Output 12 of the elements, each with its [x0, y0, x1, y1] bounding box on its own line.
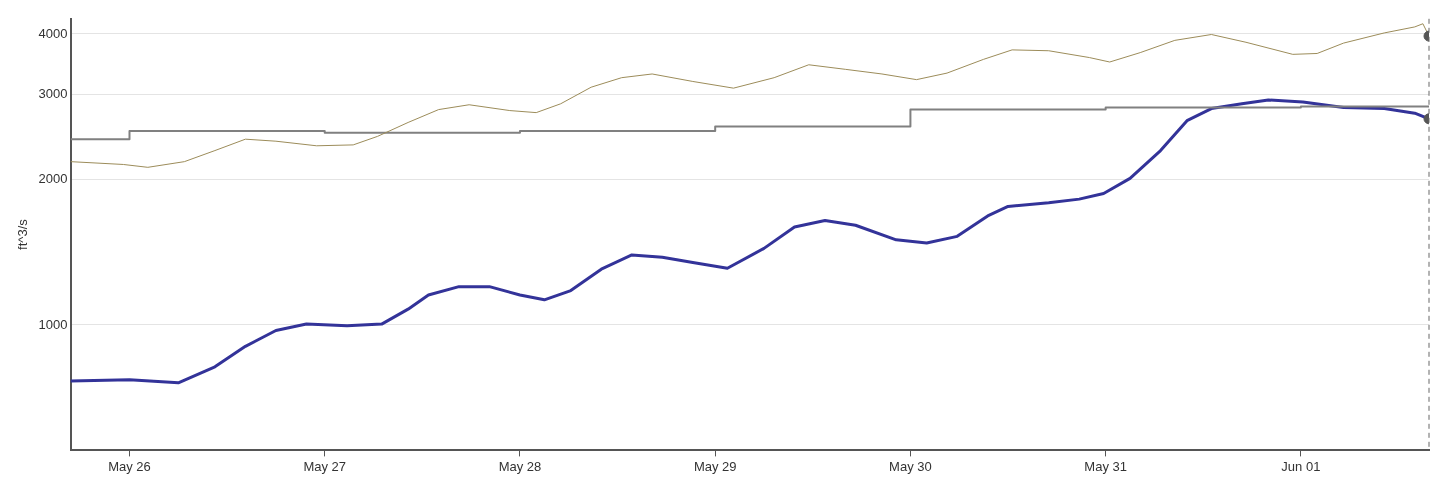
y-tick-label: 1000	[38, 316, 68, 332]
x-tick-label: Jun 01	[1281, 458, 1321, 474]
y-axis-title: ft^3/s	[15, 218, 31, 250]
x-tick-label: May 30	[889, 458, 932, 474]
y-tick-label: 3000	[38, 85, 68, 101]
x-tick-label: May 28	[498, 458, 542, 474]
y-tick-label: 4000	[38, 25, 68, 41]
x-tick-label: May 26	[108, 458, 151, 474]
x-tick-label: May 29	[693, 458, 737, 474]
x-tick-label: May 31	[1084, 458, 1127, 474]
y-tick-label: 2000	[38, 171, 68, 187]
x-tick-label: May 27	[303, 458, 347, 474]
